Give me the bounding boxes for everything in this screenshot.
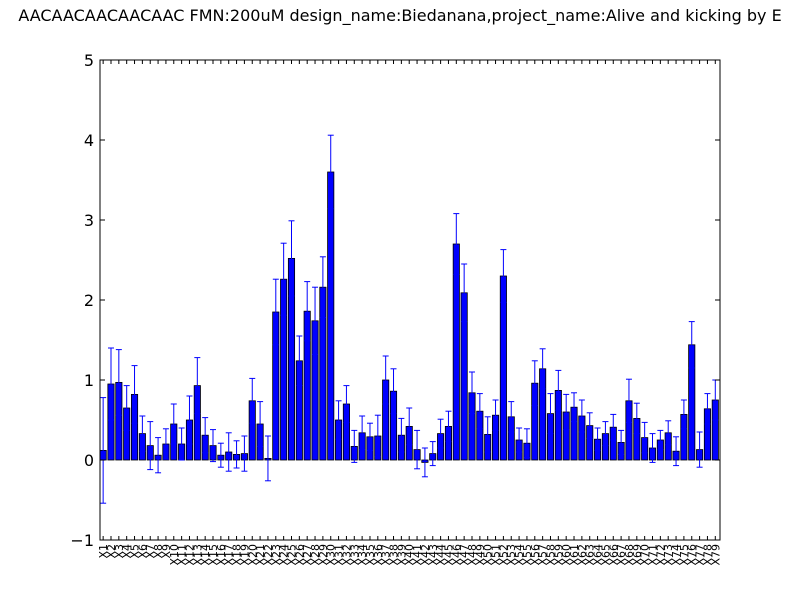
x-tick-label: X45 xyxy=(442,544,455,566)
x-tick-label: X65 xyxy=(599,544,612,566)
x-tick-label: X20 xyxy=(246,544,259,566)
x-tick-label: X5 xyxy=(129,544,142,559)
x-tick-label: X67 xyxy=(615,544,628,566)
x-tick-label: X77 xyxy=(694,544,707,566)
x-tick-label: X41 xyxy=(411,544,424,566)
x-tick-label: X14 xyxy=(199,544,212,566)
y-tick-label: 5 xyxy=(84,51,94,70)
x-tick-label: X18 xyxy=(231,544,244,566)
x-tick-label: X37 xyxy=(380,544,393,566)
x-tick-label: X74 xyxy=(670,544,683,566)
x-tick-label: X25 xyxy=(285,544,298,566)
x-tick-label: X60 xyxy=(560,544,573,566)
x-tick-label: X70 xyxy=(639,544,652,566)
bar xyxy=(499,275,507,461)
x-tick-label: X72 xyxy=(654,544,667,566)
x-tick-label: X4 xyxy=(121,544,134,559)
x-tick-label: X49 xyxy=(474,544,487,566)
x-tick-label: X34 xyxy=(356,544,369,566)
x-tick-label: X15 xyxy=(207,544,220,566)
y-tick-label: 0 xyxy=(84,451,94,470)
x-tick-label: X32 xyxy=(340,544,353,566)
y-axis: −1 0 1 2 3 4 5 xyxy=(70,51,720,550)
x-tick-label: X62 xyxy=(576,544,589,566)
x-tick-label: X44 xyxy=(435,544,448,566)
x-tick-label: X52 xyxy=(497,544,510,566)
x-tick-label: X50 xyxy=(482,544,495,566)
x-tick-label: X42 xyxy=(419,544,432,566)
x-tick-label: X35 xyxy=(364,544,377,566)
x-tick-label: X28 xyxy=(309,544,322,566)
x-tick-label: X58 xyxy=(544,544,557,566)
x-tick-label: X39 xyxy=(395,544,408,566)
x-tick-label: X2 xyxy=(105,544,118,559)
chart-title: AACAACAACAACAAC FMN:200uM design_name:Bi… xyxy=(18,6,782,25)
x-tick-label: X73 xyxy=(662,544,675,566)
x-tick-label: X10 xyxy=(168,544,181,566)
y-tick-label: 1 xyxy=(84,371,94,390)
x-tick-label: X78 xyxy=(701,544,714,566)
x-tick-label: X47 xyxy=(458,544,471,566)
bar xyxy=(327,171,335,461)
x-tick-label: X48 xyxy=(466,544,479,566)
x-tick-label: X1 xyxy=(97,544,110,559)
x-tick-label: X27 xyxy=(301,544,314,566)
x-tick-label: X61 xyxy=(568,544,581,566)
x-tick-label: X16 xyxy=(215,544,228,566)
x-tick-label: X69 xyxy=(631,544,644,566)
y-tick-label: 3 xyxy=(84,211,94,230)
x-tick-label: X9 xyxy=(160,544,173,559)
x-tick-label: X38 xyxy=(388,544,401,566)
x-tick-label: X79 xyxy=(709,544,722,566)
x-tick-label: X6 xyxy=(136,544,149,559)
x-tick-label: X54 xyxy=(513,544,526,566)
x-tick-label: X12 xyxy=(183,544,196,566)
x-tick-label: X24 xyxy=(278,544,291,566)
x-tick-label: X53 xyxy=(505,544,518,566)
y-tick-label: −1 xyxy=(70,531,94,550)
x-tick-label: X11 xyxy=(176,544,189,566)
x-tick-label: X68 xyxy=(623,544,636,566)
x-tick-label: X31 xyxy=(333,544,346,566)
plot-frame xyxy=(99,59,721,541)
x-tick-label: X71 xyxy=(647,544,660,566)
x-tick-label: X64 xyxy=(592,544,605,566)
y-tick-label: 4 xyxy=(84,131,94,150)
x-tick-label: X75 xyxy=(678,544,691,566)
x-tick-label: X23 xyxy=(270,544,283,566)
x-tick-label: X76 xyxy=(686,544,699,566)
x-tick-label: X21 xyxy=(254,544,267,566)
x-tick-label: X30 xyxy=(325,544,338,566)
x-tick-label: X43 xyxy=(427,544,440,566)
x-tick-label: X36 xyxy=(372,544,385,566)
x-tick-label: X51 xyxy=(490,544,503,566)
x-tick-label: X26 xyxy=(293,544,306,566)
x-tick-label: X63 xyxy=(584,544,597,566)
x-tick-label: X17 xyxy=(223,544,236,566)
x-tick-label: X7 xyxy=(144,544,157,559)
y-tick-label: 2 xyxy=(84,291,94,310)
bar xyxy=(452,243,460,461)
x-tick-label: X55 xyxy=(521,544,534,566)
x-tick-label: X46 xyxy=(450,544,463,566)
x-tick-label: X40 xyxy=(403,544,416,566)
x-tick-label: X22 xyxy=(262,544,275,566)
x-tick-label: X56 xyxy=(529,544,542,566)
x-tick-label: X57 xyxy=(537,544,550,566)
x-tick-label: X13 xyxy=(191,544,204,566)
x-tick-label: X59 xyxy=(552,544,565,566)
x-tick-label: X29 xyxy=(317,544,330,566)
x-tick-label: X8 xyxy=(152,544,165,559)
x-tick-label: X66 xyxy=(607,544,620,566)
error-bars-layer xyxy=(100,134,719,504)
x-tick-label: X19 xyxy=(238,544,251,566)
x-tick-label: X3 xyxy=(113,544,126,559)
x-tick-label: X33 xyxy=(348,544,361,566)
x-axis: X1X2X3X4X5X6X7X8X9X10X11X12X13X14X15X16X… xyxy=(97,60,722,566)
